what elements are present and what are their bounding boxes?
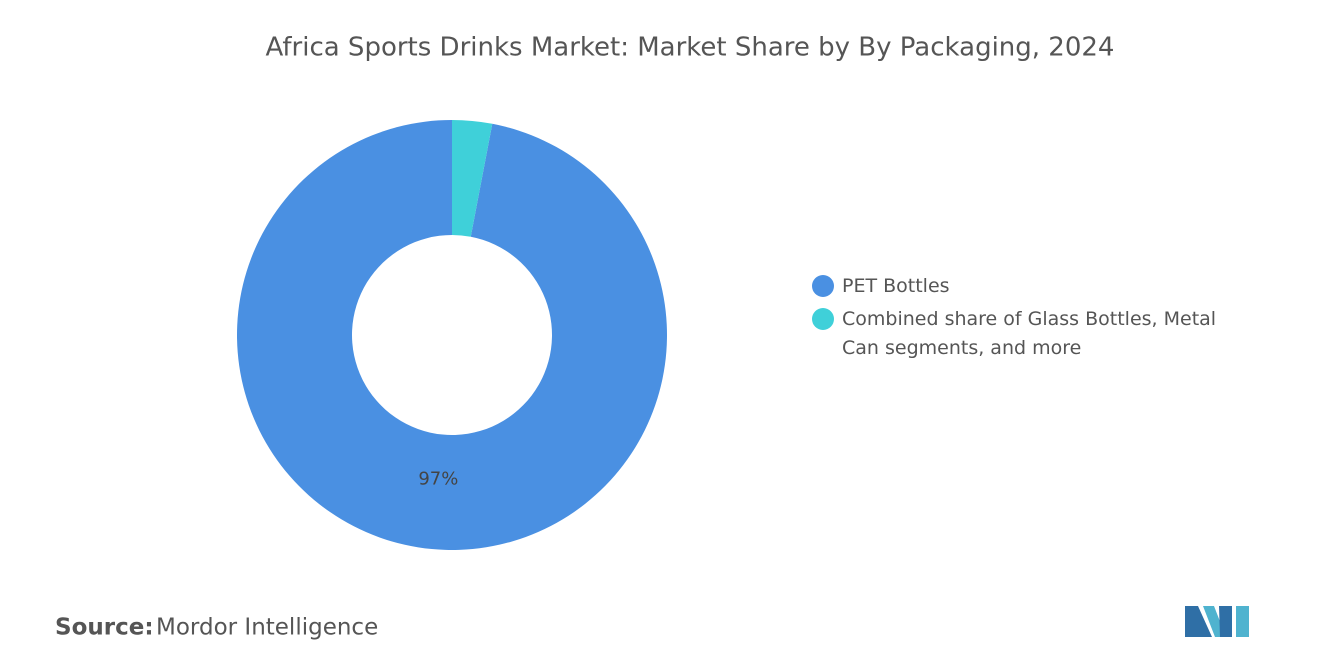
- slice: [452, 120, 493, 237]
- legend-label: PET Bottles: [842, 275, 950, 297]
- chart-title: Africa Sports Drinks Market: Market Shar…: [266, 33, 1115, 63]
- legend-marker: [812, 308, 834, 330]
- slice: [237, 120, 668, 551]
- legend: PET Bottles Combined share of Glass Bottl…: [812, 272, 1232, 367]
- legend-marker: [812, 275, 834, 297]
- legend-item: PET Bottles: [812, 272, 1232, 301]
- data-label: 97%: [418, 468, 458, 489]
- source: Mordor Intelligence: [156, 615, 378, 641]
- logo: [1185, 606, 1249, 637]
- source-label: Source:: [55, 615, 154, 641]
- legend-item: Combined share of Glass Bottles, Metal C…: [812, 305, 1232, 363]
- donut: 97%: [237, 120, 668, 551]
- legend-label: Combined share of Glass Bottles, Metal C…: [842, 308, 1217, 359]
